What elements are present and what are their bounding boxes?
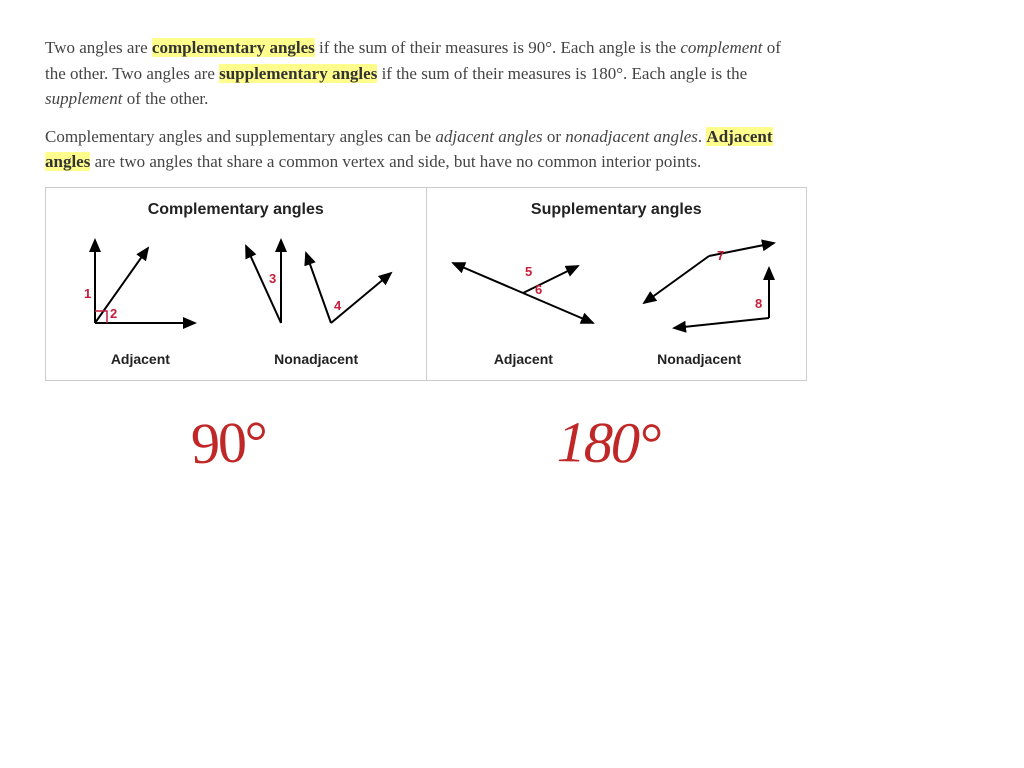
- angle-label-8: 8: [755, 296, 762, 311]
- highlight-complementary: complementary angles: [152, 38, 315, 57]
- svg-supp-nonadjacent: 7 8: [609, 228, 789, 338]
- text: Two angles are: [45, 38, 152, 57]
- em-complement: complement: [680, 38, 762, 57]
- figure-comp-nonadjacent: 3 4 Nonadjacent: [231, 228, 401, 371]
- figure-comp-adjacent: 1 2 Adjacent: [70, 228, 210, 371]
- text: if the sum of their measures is 180°. Ea…: [377, 64, 747, 83]
- svg-comp-nonadjacent: 3 4: [231, 228, 401, 338]
- handwriting-90: 90°: [189, 398, 267, 488]
- complementary-panel: Complementary angles 1 2 Adjacent: [46, 188, 427, 381]
- highlight-supplementary: supplementary angles: [219, 64, 377, 83]
- paragraph-1: Two angles are complementary angles if t…: [45, 35, 795, 112]
- angle-label-7: 7: [717, 248, 724, 263]
- angle-label-1: 1: [84, 286, 91, 301]
- angle-label-3: 3: [269, 271, 276, 286]
- svg-supp-adjacent: 5 6: [443, 228, 603, 338]
- figure-supp-adjacent: 5 6 Adjacent: [443, 228, 603, 371]
- sub-adjacent-2: Adjacent: [443, 349, 603, 370]
- text: are two angles that share a common verte…: [90, 152, 701, 171]
- sub-nonadjacent-2: Nonadjacent: [609, 349, 789, 370]
- em-nonadjacent: nonadjacent angles: [565, 127, 698, 146]
- em-adjacent: adjacent angles: [435, 127, 542, 146]
- handwriting-180: 180°: [556, 398, 660, 487]
- text: of the other.: [122, 89, 208, 108]
- diagram-box: Complementary angles 1 2 Adjacent: [45, 187, 807, 382]
- sub-adjacent-1: Adjacent: [70, 349, 210, 370]
- angle-label-2: 2: [110, 306, 117, 321]
- supplementary-panel: Supplementary angles 5 6 Adjacent: [427, 188, 807, 381]
- svg-comp-adjacent: 1 2: [70, 228, 210, 338]
- panel-title-supplementary: Supplementary angles: [441, 198, 793, 222]
- angle-label-4: 4: [334, 298, 342, 313]
- angle-label-6: 6: [535, 282, 542, 297]
- panel-title-complementary: Complementary angles: [60, 198, 412, 222]
- paragraph-2: Complementary angles and supplementary a…: [45, 124, 795, 175]
- sub-nonadjacent-1: Nonadjacent: [231, 349, 401, 370]
- text: or: [543, 127, 566, 146]
- figure-supp-nonadjacent: 7 8 Nonadjacent: [609, 228, 789, 371]
- text: Complementary angles and supplementary a…: [45, 127, 435, 146]
- angle-label-5: 5: [525, 264, 532, 279]
- em-supplement: supplement: [45, 89, 122, 108]
- handwriting-row: 90° 180°: [45, 399, 805, 486]
- text: if the sum of their measures is 90°. Eac…: [315, 38, 681, 57]
